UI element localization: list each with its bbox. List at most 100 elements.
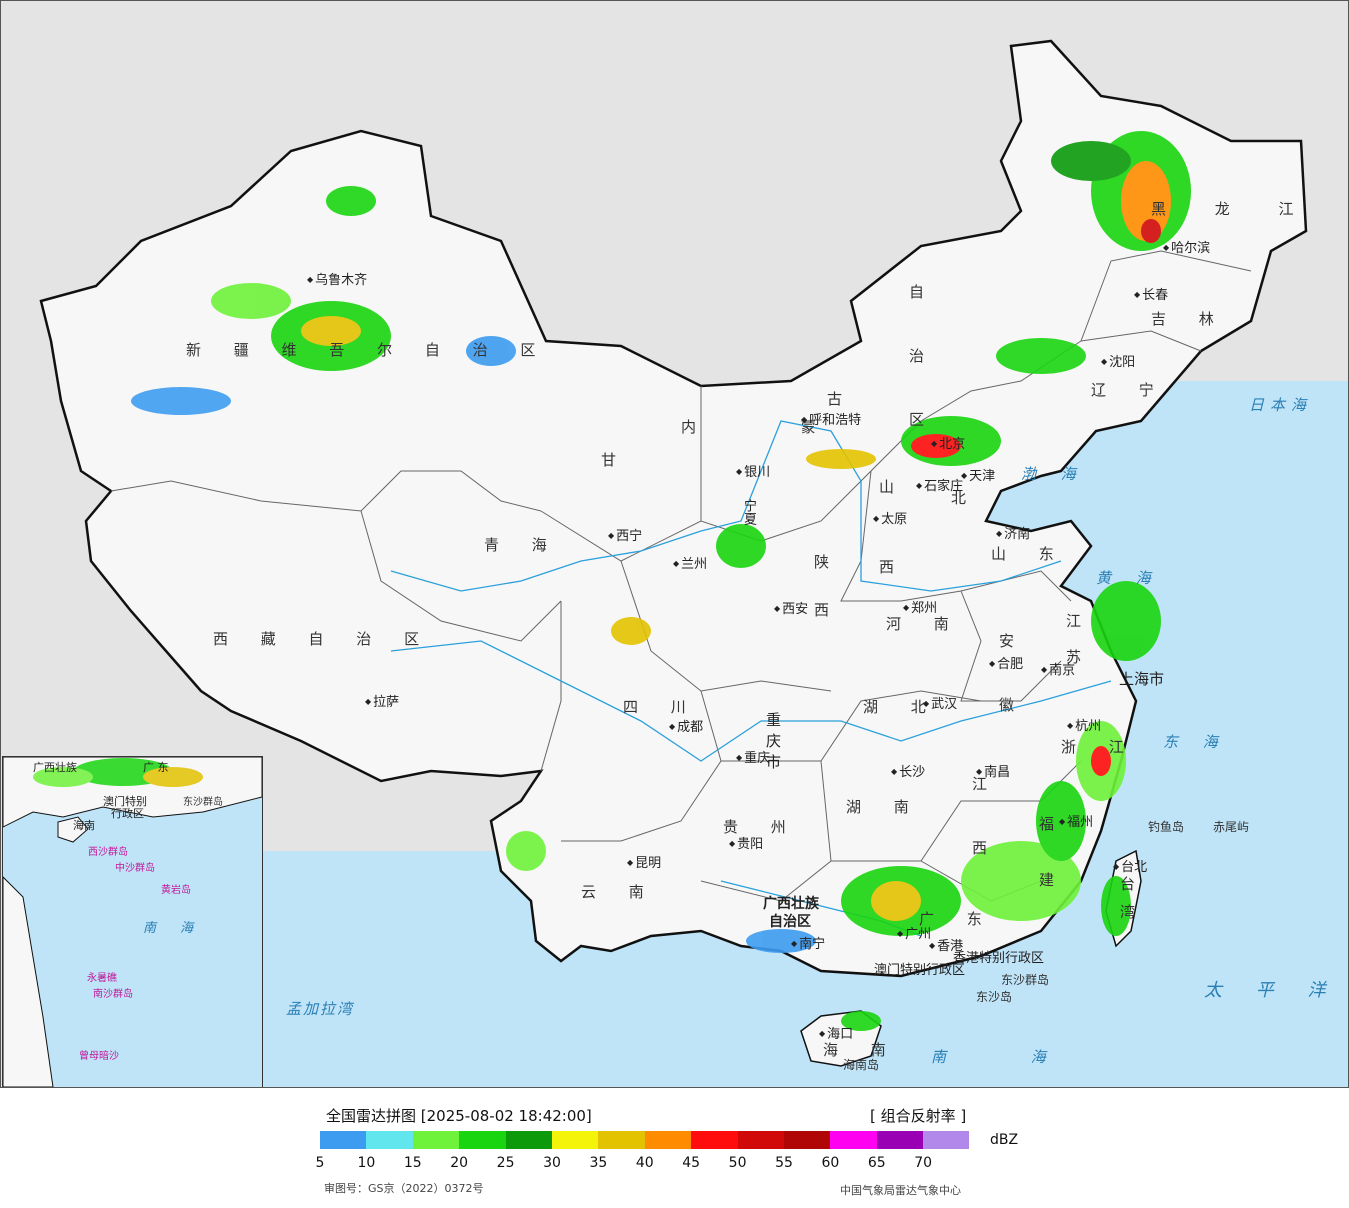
city-tianjin: 天津 (961, 465, 995, 484)
color-swatch (737, 1131, 784, 1149)
inset-label-dongsha: 东沙群岛 (183, 797, 223, 808)
inset-hainan (57, 816, 89, 843)
city-shijiazhuang: 石家庄 (916, 475, 963, 494)
city-guiyang: 贵阳 (729, 833, 763, 852)
label-heilongjiang: 黑 龙 江 (1151, 200, 1316, 218)
color-swatch (923, 1131, 970, 1149)
city-hohhot: 呼和浩特 (801, 409, 861, 428)
color-swatch (876, 1131, 924, 1149)
inset-sea-nanhai: 南 海 (143, 921, 204, 936)
color-swatch (830, 1131, 877, 1149)
label-jiangxi: 江 西 (970, 776, 988, 877)
sea-pacific: 太 平 洋 (1204, 980, 1340, 1001)
label-guangxi-2: 自治区 (769, 914, 811, 930)
city-chengdu: 成都 (669, 716, 703, 735)
color-scale-tick: 10 (357, 1155, 376, 1171)
label-macau: 澳门特别行政区 (874, 963, 966, 978)
color-scale-tick: 20 (450, 1155, 469, 1171)
inset-label-xisha: 西沙群岛 (88, 847, 128, 858)
label-qinghai: 青 海 (484, 536, 561, 554)
city-nanning: 南宁 (791, 933, 825, 952)
color-swatch (598, 1131, 645, 1149)
color-swatch (783, 1131, 831, 1149)
color-scale-tick: 45 (682, 1155, 701, 1171)
city-hefei: 合肥 (989, 653, 1023, 672)
sea-bohai: 渤 海 (1021, 465, 1086, 483)
inset-radar-echoes (33, 758, 203, 787)
label-shandong: 山 东 (991, 545, 1068, 563)
label-zhejiang: 浙 江 (1061, 738, 1138, 756)
legend-panel: 全国雷达拼图 [2025-08-02 18:42:00] [ 组合反射率 ] 5… (0, 1088, 1349, 1208)
city-beijing: 北京 (931, 433, 965, 452)
color-scale-tick: 15 (403, 1155, 422, 1171)
city-kunming: 昆明 (627, 852, 661, 871)
color-scale-tick: 30 (543, 1155, 561, 1171)
inset-label-guangdong: 广 东 (143, 761, 169, 774)
label-yunnan: 云 南 (581, 883, 658, 901)
city-harbin: 哈尔滨 (1163, 237, 1210, 256)
city-lhasa: 拉萨 (365, 691, 399, 710)
island-diaoyu: 钓鱼岛 (1148, 820, 1185, 834)
sea-nanhai: 南 海 (931, 1048, 1086, 1066)
island-hainan: 海南岛 (843, 1058, 880, 1072)
label-hk: 香港特别行政区 (953, 951, 1045, 966)
color-swatch (412, 1131, 460, 1149)
label-anhui: 安 徽 (997, 633, 1015, 734)
city-chongqing: 重庆 (736, 747, 770, 766)
label-jiangsu: 江 苏 (1064, 613, 1082, 672)
label-gansu: 甘 (601, 451, 631, 469)
label-hainan: 海 南 (823, 1041, 900, 1059)
color-swatch (320, 1131, 367, 1149)
label-ningxia: 宁夏 (741, 499, 756, 525)
color-scale-tick: 35 (589, 1155, 608, 1171)
label-hunan: 湖 南 (846, 798, 923, 816)
city-xian: 西安 (774, 598, 808, 617)
color-scale-tick: 50 (728, 1155, 747, 1171)
inset-label-nansha: 南沙群岛 (93, 989, 133, 1000)
label-jilin: 吉 林 (1151, 310, 1228, 328)
radar-echoes (131, 131, 1191, 1031)
color-scale-tick: 40 (635, 1155, 654, 1171)
inset-label-guangxi: 广西壮族 (33, 761, 77, 774)
city-lanzhou: 兰州 (673, 553, 707, 572)
sea-donghai: 东 海 (1163, 733, 1228, 751)
south-china-sea-inset: 广西壮族 广 东 澳门特别 行政区 东沙群岛 海南 西沙群岛 中沙群岛 黄岩岛 … (2, 756, 263, 1087)
city-hangzhou: 杭州 (1067, 715, 1101, 734)
city-changsha: 长沙 (891, 761, 925, 780)
map-approval-number: 审图号：GS京（2022）0372号 (324, 1182, 484, 1195)
legend-product: [ 组合反射率 ] (870, 1107, 967, 1125)
label-taiwan: 台 湾 (1118, 876, 1136, 923)
label-liaoning: 辽 宁 (1091, 381, 1168, 399)
inset-west-coast (3, 876, 54, 1087)
label-guizhou: 贵 州 (723, 818, 800, 836)
inset-label-macau-1: 澳门特别 (103, 795, 147, 808)
label-sichuan: 四 川 (623, 698, 700, 716)
city-taipei: 台北 (1113, 856, 1147, 875)
producer-credit: 中国气象局雷达气象中心 (840, 1184, 961, 1197)
island-dongsha-qundao: 东沙群岛 (1001, 973, 1050, 987)
label-guangdong: 广 东 (919, 910, 996, 928)
city-taiyuan: 太原 (873, 508, 907, 527)
sea-bengal: 孟加拉湾 (286, 1000, 355, 1018)
city-haikou: 海口 (819, 1023, 853, 1042)
city-changchun: 长春 (1134, 284, 1168, 303)
city-nanjing: 南京 (1041, 659, 1075, 678)
inset-canvas (3, 757, 262, 1087)
color-scale-tick: 5 (315, 1155, 325, 1171)
color-swatch (551, 1131, 599, 1149)
city-urumqi: 乌鲁木齐 (307, 269, 367, 288)
label-xizang: 西 藏 自 治 区 (213, 630, 434, 648)
city-xining: 西宁 (608, 525, 642, 544)
label-henan: 河 南 (886, 615, 963, 633)
color-swatch (366, 1131, 413, 1149)
sea-huanghai: 黄 海 (1096, 569, 1161, 587)
inset-label-macau-2: 行政区 (111, 807, 144, 820)
city-fuzhou: 福州 (1059, 811, 1093, 830)
legend-title: 全国雷达拼图 [2025-08-02 18:42:00] (326, 1107, 592, 1125)
color-swatch (459, 1131, 506, 1149)
city-shenyang: 沈阳 (1101, 351, 1135, 370)
city-jinan: 济南 (996, 523, 1030, 542)
label-hubei: 湖 北 (863, 698, 940, 716)
label-neimenggu-2: 古 (827, 390, 857, 408)
sea-japan: 日本海 (1249, 396, 1313, 414)
